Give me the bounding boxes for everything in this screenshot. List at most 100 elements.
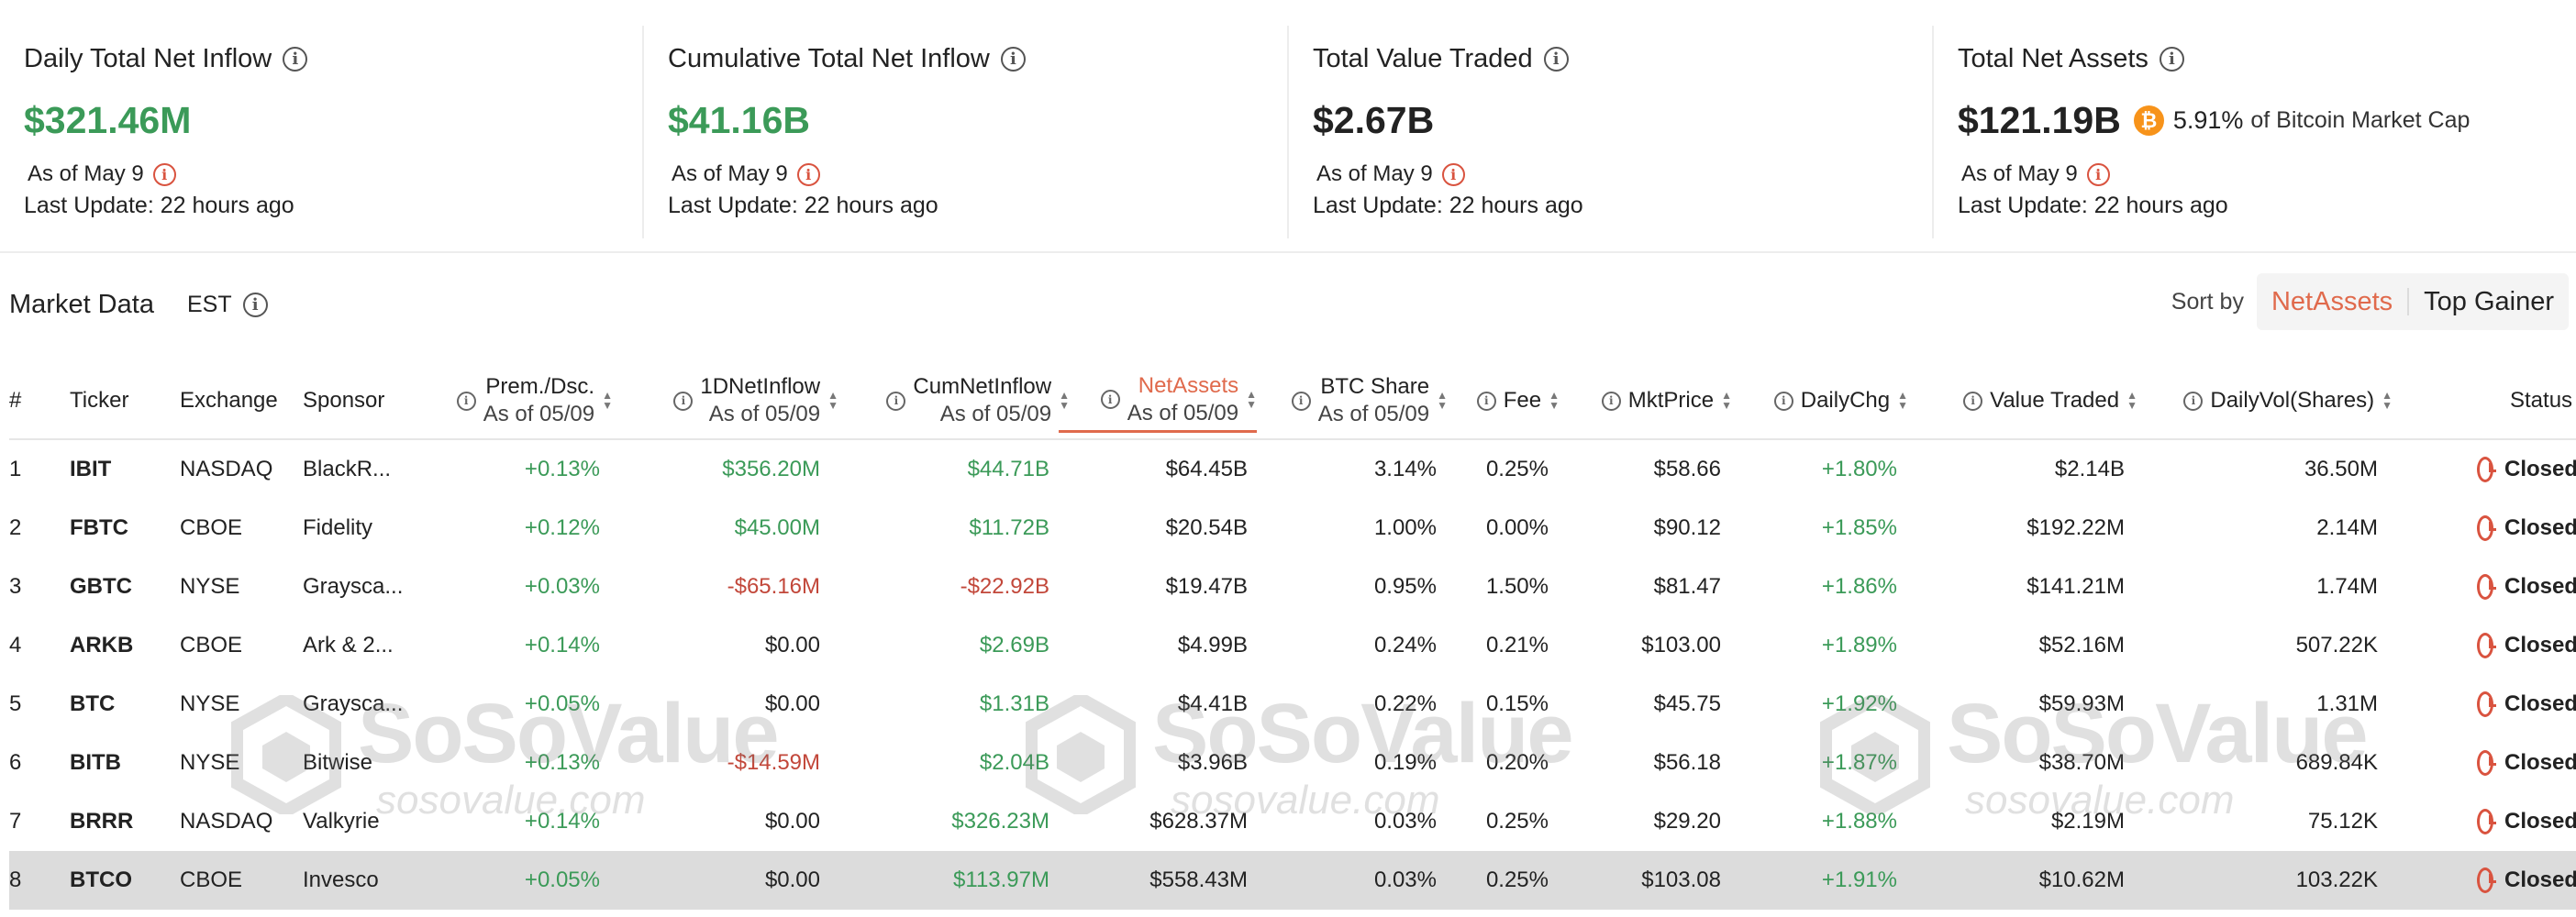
- column-header-fee[interactable]: i Fee ▲ ▼: [1471, 370, 1560, 431]
- cell-daily-chg: +1.92%: [1756, 675, 1897, 734]
- info-icon[interactable]: i: [2159, 47, 2184, 72]
- info-icon[interactable]: i: [1543, 47, 1569, 72]
- column-header-btc-share[interactable]: i BTC Share As of 05/09 ▲ ▼: [1275, 370, 1448, 431]
- sort-arrows-icon[interactable]: ▲ ▼: [1549, 389, 1560, 412]
- info-icon[interactable]: i: [1441, 162, 1465, 186]
- sort-arrows-icon[interactable]: ▲ ▼: [1437, 389, 1448, 412]
- sort-top-gainer-button[interactable]: Top Gainer: [2424, 286, 2554, 316]
- sort-arrows-icon[interactable]: ▲ ▼: [1246, 387, 1257, 411]
- sort-arrows-icon[interactable]: ▲ ▼: [1721, 389, 1732, 412]
- cell-number: 6: [9, 734, 46, 792]
- cell-ticker[interactable]: BTC: [70, 675, 171, 734]
- info-icon[interactable]: i: [456, 391, 476, 411]
- cell-ticker[interactable]: ARKB: [70, 616, 171, 675]
- sort-arrows-icon[interactable]: ▲ ▼: [2126, 389, 2137, 412]
- table-row[interactable]: 5 BTC NYSE Graysca... +0.05% $0.00 $1.31B $4.41…: [9, 675, 2576, 734]
- info-icon[interactable]: i: [1963, 391, 1983, 411]
- etf-table: # Ticker Exchange Sponsor i Prem./Dsc. As…: [9, 361, 2576, 910]
- cell-net-assets: $4.99B: [1059, 616, 1248, 675]
- sort-by-label: Sort by: [2171, 288, 2244, 315]
- table-row[interactable]: 1 IBIT NASDAQ BlackR... +0.13% $356.20M $44.71…: [9, 440, 2576, 499]
- cell-exchange: NYSE: [180, 734, 290, 792]
- cell-number: 7: [9, 792, 46, 851]
- cell-net-assets: $20.54B: [1059, 499, 1248, 558]
- sort-arrows-icon[interactable]: ▲ ▼: [827, 389, 838, 412]
- cell-daily-vol: 1.74M: [2161, 558, 2378, 616]
- cell-btc-share-text: 3.14%: [1373, 457, 1437, 481]
- column-header-prem[interactable]: i Prem./Dsc. As of 05/09 ▲ ▼: [439, 370, 613, 431]
- sort-netassets-button[interactable]: NetAssets: [2271, 286, 2393, 316]
- cell-daily-chg-text: +1.80%: [1821, 457, 1897, 481]
- card-asof: As of May 9: [1316, 161, 1433, 186]
- cell-1d-net-inflow-text: $0.00: [764, 867, 820, 892]
- cell-net-assets-text: $4.41B: [1177, 691, 1248, 716]
- cell-sponsor-text: BlackR...: [303, 457, 392, 481]
- table-row[interactable]: 4 ARKB CBOE Ark & 2... +0.14% $0.00 $2.69B $4.9…: [9, 616, 2576, 675]
- cell-ticker[interactable]: IBIT: [70, 440, 171, 499]
- table-row[interactable]: 3 GBTC NYSE Graysca... +0.03% -$65.16M -$22.92…: [9, 558, 2576, 616]
- cell-ticker[interactable]: GBTC: [70, 558, 171, 616]
- info-icon[interactable]: i: [1773, 391, 1793, 411]
- table-row[interactable]: 8 BTCO CBOE Invesco +0.05% $0.00 $113.97M $558.…: [9, 851, 2576, 910]
- cell-ticker[interactable]: BRRR: [70, 792, 171, 851]
- table-row[interactable]: 7 BRRR NASDAQ Valkyrie +0.14% $0.00 $326.23M $6…: [9, 792, 2576, 851]
- cell-btc-share-text: 0.22%: [1373, 691, 1437, 716]
- timezone-label: EST: [187, 292, 232, 317]
- info-icon[interactable]: i: [1291, 391, 1311, 411]
- cell-net-assets: $3.96B: [1059, 734, 1248, 792]
- column-header-net-assets[interactable]: i NetAssets As of 05/09 ▲ ▼: [1059, 369, 1257, 433]
- cell-cum-net-inflow: $1.31B: [866, 675, 1049, 734]
- cell-prem: +0.05%: [439, 851, 600, 910]
- cell-1d-net-inflow: $0.00: [642, 792, 820, 851]
- cell-fee: 0.25%: [1471, 792, 1549, 851]
- cell-mkt-price-text: $103.08: [1641, 867, 1721, 892]
- cell-daily-vol-text: 1.31M: [2316, 691, 2378, 716]
- cell-ticker[interactable]: FBTC: [70, 499, 171, 558]
- info-icon[interactable]: i: [886, 391, 906, 411]
- info-icon[interactable]: i: [242, 293, 268, 317]
- cell-status: Closed: [2477, 734, 2576, 792]
- cell-fee-text: 0.25%: [1485, 867, 1549, 892]
- info-icon[interactable]: i: [1601, 391, 1621, 411]
- column-header-cum-net-inflow[interactable]: i CumNetInflow As of 05/09 ▲ ▼: [866, 370, 1070, 431]
- cell-exchange: NASDAQ: [180, 792, 290, 851]
- info-icon[interactable]: i: [152, 162, 176, 186]
- table-row[interactable]: 6 BITB NYSE Bitwise +0.13% -$14.59M $2.04B $3.9…: [9, 734, 2576, 792]
- info-icon[interactable]: i: [283, 47, 308, 72]
- info-icon[interactable]: i: [673, 391, 694, 411]
- column-sublabel: As of 05/09: [939, 402, 1052, 426]
- cell-btc-share: 0.24%: [1275, 616, 1437, 675]
- cell-cum-net-inflow: $2.04B: [866, 734, 1049, 792]
- sort-arrows-icon[interactable]: ▲ ▼: [602, 389, 613, 412]
- cell-daily-vol-text: 75.12K: [2307, 809, 2378, 834]
- cell-mkt-price-text: $103.00: [1641, 633, 1721, 657]
- cell-value-traded-text: $192.22M: [2026, 515, 2125, 540]
- cell-sponsor-text: Fidelity: [303, 515, 373, 540]
- cell-ticker[interactable]: BTCO: [70, 851, 171, 910]
- cell-number-text: 3: [9, 574, 22, 599]
- cell-ticker[interactable]: BITB: [70, 734, 171, 792]
- column-sublabel: As of 05/09: [1317, 402, 1430, 426]
- info-icon[interactable]: i: [2086, 162, 2110, 186]
- column-header-value-traded[interactable]: i Value Traded ▲ ▼: [1936, 370, 2137, 431]
- cell-prem: +0.05%: [439, 675, 600, 734]
- cell-exchange: CBOE: [180, 499, 290, 558]
- column-header-1d-net-inflow[interactable]: i 1DNetInflow As of 05/09 ▲ ▼: [642, 370, 838, 431]
- column-header-daily-chg[interactable]: i DailyChg ▲ ▼: [1756, 370, 1908, 431]
- cell-ticker-text: BTCO: [70, 867, 132, 892]
- cell-daily-chg: +1.89%: [1756, 616, 1897, 675]
- cell-number: 5: [9, 675, 46, 734]
- column-header-mkt-price[interactable]: i MktPrice ▲ ▼: [1585, 370, 1732, 431]
- cell-fee-text: 0.00%: [1485, 515, 1549, 540]
- column-header-daily-vol[interactable]: i DailyVol(Shares) ▲ ▼: [2161, 370, 2393, 431]
- info-icon[interactable]: i: [1100, 390, 1120, 409]
- sort-arrows-icon[interactable]: ▲ ▼: [1059, 389, 1070, 412]
- info-icon[interactable]: i: [2183, 391, 2204, 411]
- info-icon[interactable]: i: [796, 162, 820, 186]
- info-icon[interactable]: i: [1000, 47, 1026, 72]
- table-row[interactable]: 2 FBTC CBOE Fidelity +0.12% $45.00M $11.72B $20…: [9, 499, 2576, 558]
- sort-arrows-icon[interactable]: ▲ ▼: [1897, 389, 1908, 412]
- cell-fee: 0.00%: [1471, 499, 1549, 558]
- sort-arrows-icon[interactable]: ▲ ▼: [2382, 389, 2393, 412]
- info-icon[interactable]: i: [1476, 391, 1496, 411]
